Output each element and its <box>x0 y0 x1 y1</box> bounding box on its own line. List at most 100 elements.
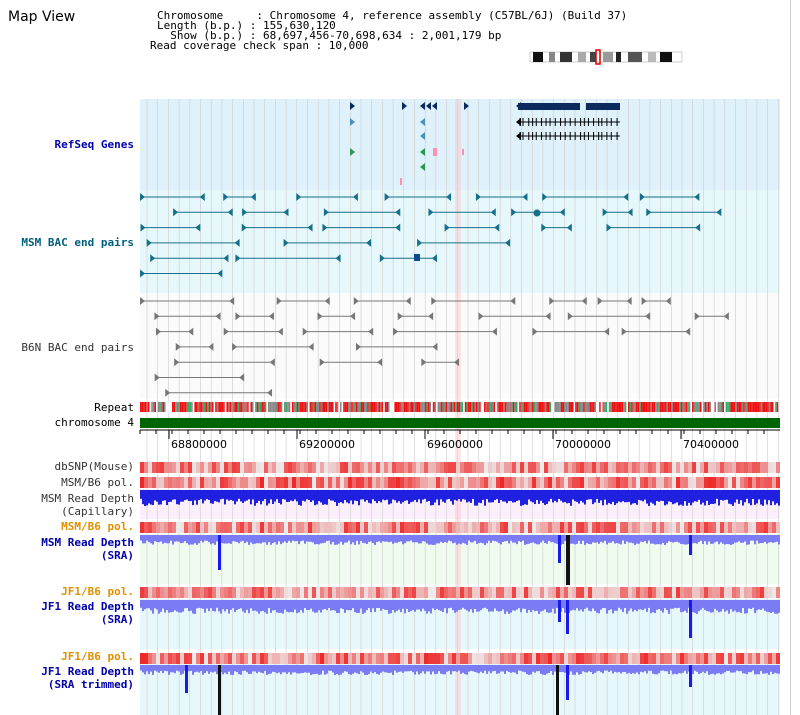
repeat-segment <box>524 402 526 412</box>
depth-bar <box>708 535 710 542</box>
bac-end-marker <box>621 327 627 336</box>
depth-bar <box>200 490 202 500</box>
polymorphism-cell <box>568 522 572 533</box>
repeat-segment <box>426 402 428 412</box>
polymorphism-cell <box>680 462 684 473</box>
depth-bar <box>300 490 302 506</box>
depth-bar <box>434 490 436 503</box>
depth-bar <box>596 600 598 613</box>
depth-bar <box>608 535 610 543</box>
polymorphism-cell <box>496 477 500 488</box>
repeat-segment <box>496 402 499 412</box>
label-refseq-genes[interactable]: RefSeq Genes <box>54 138 134 151</box>
polymorphism-cell <box>604 522 608 533</box>
depth-bar <box>472 535 474 543</box>
depth-bar <box>324 665 326 675</box>
depth-bar <box>164 490 166 501</box>
polymorphism-cell <box>160 587 164 598</box>
bac-end-marker <box>639 193 645 201</box>
polymorphism-cell <box>176 522 180 533</box>
depth-bar <box>224 600 226 612</box>
label-b6n-bac[interactable]: B6N BAC end pairs <box>21 341 134 354</box>
bac-end-marker <box>268 312 274 321</box>
repeat-segment <box>749 402 752 412</box>
bac-end-marker <box>368 327 374 336</box>
refseq-genes-track[interactable] <box>350 102 620 185</box>
repeat-segment <box>476 402 478 412</box>
polymorphism-cell <box>284 477 288 488</box>
repeat-segment <box>428 402 430 412</box>
polymorphism-cell <box>208 587 212 598</box>
polymorphism-cell <box>256 477 260 488</box>
depth-bar <box>482 490 484 500</box>
repeat-segment <box>554 402 556 412</box>
repeat-segment <box>192 402 195 412</box>
repeat-segment <box>767 402 769 412</box>
depth-bar <box>370 600 372 613</box>
depth-bar <box>682 490 684 506</box>
polymorphism-cell <box>228 462 232 473</box>
depth-bar <box>622 665 624 673</box>
polymorphism-cell <box>360 462 364 473</box>
depth-bar <box>382 490 384 500</box>
label-msm-bac[interactable]: MSM BAC end pairs <box>21 236 134 249</box>
depth-bar <box>416 665 418 672</box>
depth-bar <box>752 600 754 608</box>
depth-bar <box>310 665 312 675</box>
depth-bar <box>252 600 254 611</box>
depth-bar <box>288 665 290 673</box>
depth-bar <box>652 535 654 544</box>
depth-bar <box>360 665 362 672</box>
repeat-segment <box>765 402 768 412</box>
repeat-segment <box>292 402 294 412</box>
b6n-bac-track[interactable] <box>140 297 729 397</box>
label-jf1-b6-pol-1: JF1/B6 pol. <box>61 585 134 598</box>
depth-bar <box>458 600 460 611</box>
depth-bar <box>410 665 412 671</box>
depth-bar <box>440 665 442 674</box>
depth-bar <box>680 490 682 505</box>
repeat-segment <box>676 402 678 412</box>
depth-bar <box>192 535 194 545</box>
polymorphism-cell <box>272 522 276 533</box>
depth-bar <box>728 600 730 614</box>
polymorphism-cell <box>516 587 520 598</box>
polymorphism-cell <box>320 587 324 598</box>
depth-bar <box>632 600 634 612</box>
repeat-segment <box>716 402 718 412</box>
depth-bar <box>602 490 604 506</box>
polymorphism-cell <box>280 587 284 598</box>
depth-bar <box>442 535 444 543</box>
polymorphism-cell <box>480 522 484 533</box>
bac-end-marker <box>475 193 481 201</box>
depth-bar <box>746 490 748 499</box>
depth-bar <box>658 535 660 545</box>
depth-bar <box>630 665 632 675</box>
depth-bar <box>590 665 592 673</box>
depth-bar <box>776 535 778 542</box>
polymorphism-cell <box>580 477 584 488</box>
depth-bar <box>340 490 342 503</box>
polymorphism-cell <box>360 477 364 488</box>
depth-bar <box>336 600 338 614</box>
depth-bar <box>492 490 494 503</box>
depth-bar <box>364 535 366 544</box>
repeat-segment <box>420 402 422 412</box>
polymorphism-cell <box>608 653 612 664</box>
polymorphism-cell <box>420 462 424 473</box>
repeat-track[interactable] <box>140 402 780 412</box>
polymorphism-cell <box>208 477 212 488</box>
repeat-segment <box>629 402 632 412</box>
depth-bar <box>328 600 330 608</box>
depth-bar <box>494 535 496 542</box>
depth-bar <box>356 535 358 541</box>
depth-bar <box>316 535 318 544</box>
bac-end-marker <box>215 312 221 321</box>
depth-bar <box>592 490 594 505</box>
chromosome-ideogram[interactable] <box>529 49 683 65</box>
msm-bac-track[interactable] <box>140 193 722 278</box>
depth-bar <box>194 665 196 673</box>
repeat-segment <box>703 402 705 412</box>
bac-end-marker <box>283 208 289 217</box>
